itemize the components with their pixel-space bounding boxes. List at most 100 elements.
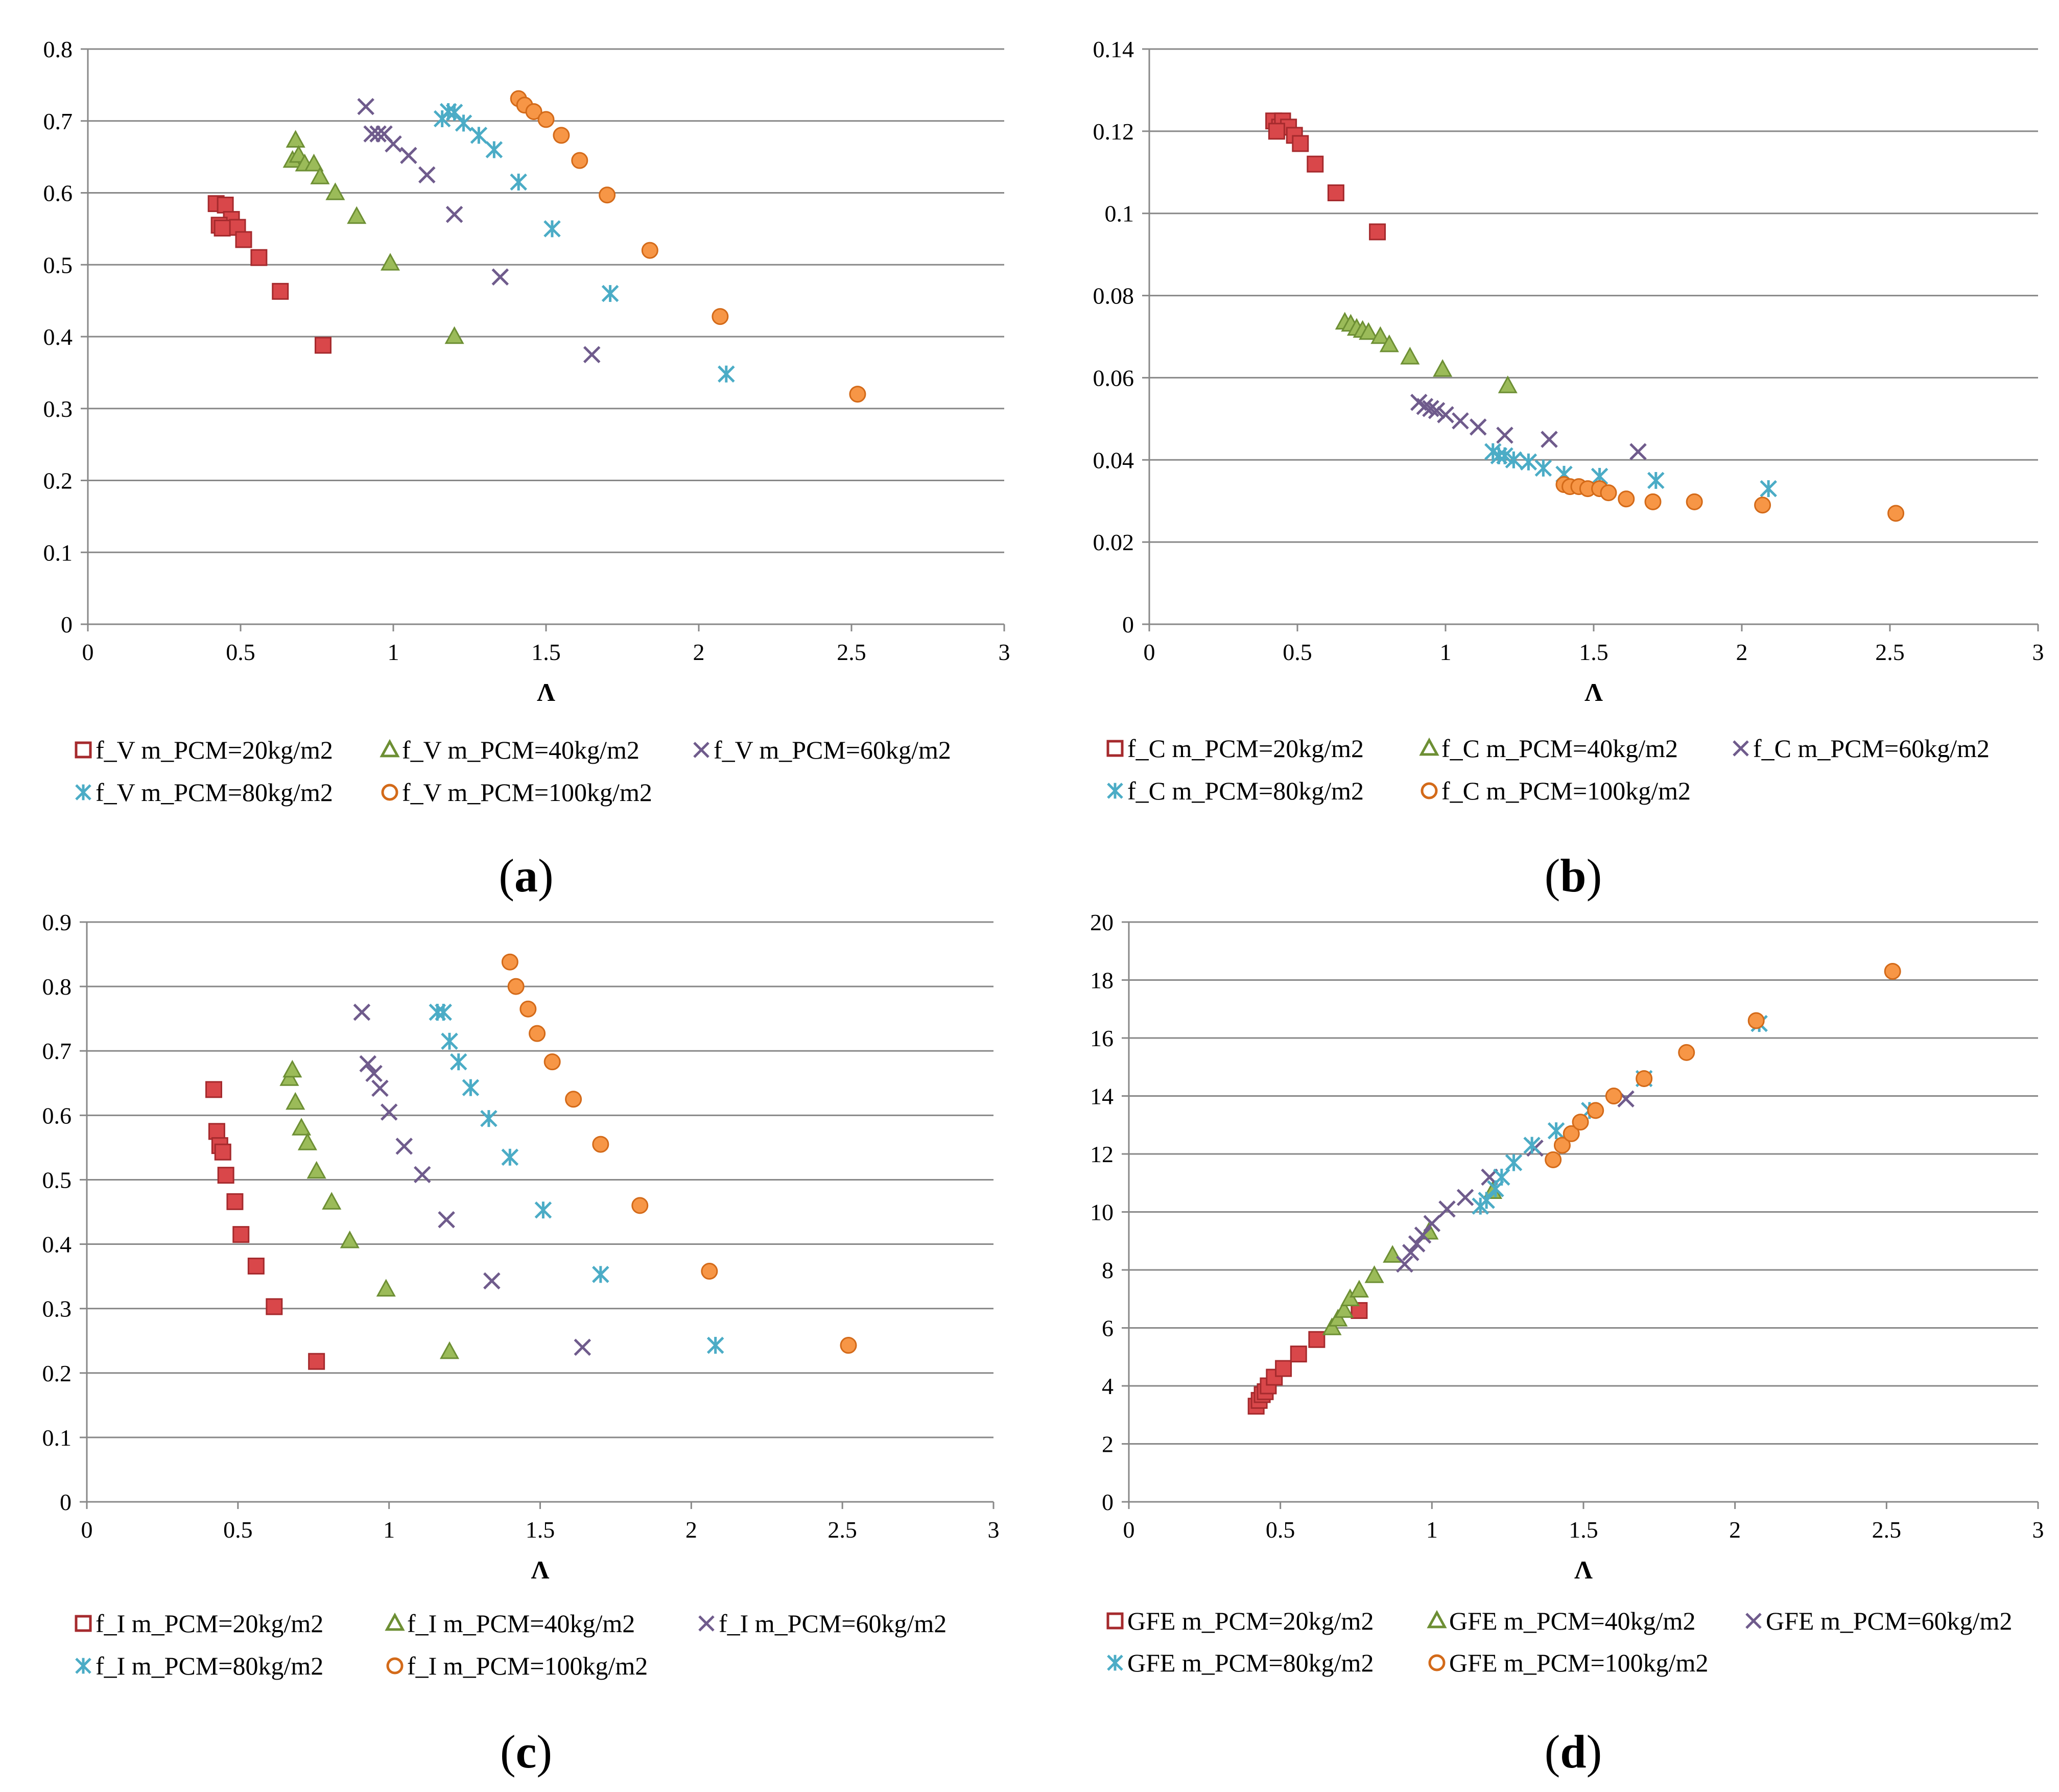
ytick-label-d-2: 4 <box>1102 1373 1114 1399</box>
chart-panel-b: 0 0.02 0.04 0.06 0.08 0.1 0.12 0.14 0 0.5 1 1.5 2 2.5… <box>1093 36 2044 902</box>
data-point-a-3-3 <box>455 114 472 132</box>
ytick-label-d-7: 14 <box>1090 1083 1114 1110</box>
data-point-c-2-0 <box>353 1003 371 1021</box>
data-point-a-2-7 <box>445 205 463 223</box>
legend-marker-b-0 <box>1106 740 1124 757</box>
ytick-label-b-5: 0.1 <box>1105 201 1134 227</box>
panel-label-open-c: ( <box>500 1726 516 1778</box>
data-point-b-3-9 <box>1760 480 1777 498</box>
xtick-label-b-1: 0.5 <box>1283 639 1312 665</box>
legend-label-a-4: f_V m_PCM=100kg/m2 <box>402 778 652 807</box>
legend-marker-d-3 <box>1107 1655 1123 1671</box>
legend-marker-a-4 <box>381 784 398 801</box>
data-point-b-0-7 <box>1327 184 1344 201</box>
legend-item-b-1: f_C m_PCM=40kg/m2 <box>1419 734 1678 763</box>
data-point-b-1-6 <box>1379 334 1399 352</box>
legend-label-d-4: GFE m_PCM=100kg/m2 <box>1449 1648 1708 1677</box>
data-point-a-2-8 <box>491 268 509 286</box>
data-point-a-4-8 <box>712 308 729 325</box>
legend-marker-d-0 <box>1106 1612 1124 1630</box>
data-point-c-2-6 <box>413 1166 431 1184</box>
data-point-a-2-1 <box>363 125 381 143</box>
data-point-d-2-4 <box>1423 1215 1441 1232</box>
panel-label-open-a: ( <box>499 850 514 902</box>
ytick-label-a-3: 0.3 <box>43 396 73 422</box>
data-point-a-0-7 <box>314 337 332 354</box>
data-point-b-4-5 <box>1600 484 1617 502</box>
data-point-d-4-3 <box>1572 1114 1589 1131</box>
data-point-d-1-4 <box>1349 1280 1369 1298</box>
data-point-d-4-1 <box>1553 1137 1571 1154</box>
legend-item-c-0: f_I m_PCM=20kg/m2 <box>75 1609 323 1638</box>
data-point-b-4-8 <box>1686 493 1703 510</box>
ytick-label-b-6: 0.12 <box>1093 119 1134 145</box>
legend-item-b-4: f_C m_PCM=100kg/m2 <box>1421 776 1691 805</box>
ytick-label-a-5: 0.5 <box>43 252 73 278</box>
legend-label-b-3: f_C m_PCM=80kg/m2 <box>1127 776 1364 805</box>
data-point-a-4-4 <box>553 127 570 144</box>
x-axis-label-b: Λ <box>1584 678 1603 706</box>
data-point-b-0-8 <box>1369 223 1386 241</box>
data-point-d-0-8 <box>1308 1331 1326 1348</box>
data-point-c-1-4 <box>297 1133 317 1150</box>
data-point-d-4-0 <box>1545 1151 1562 1168</box>
data-point-b-3-3 <box>1505 451 1523 469</box>
ytick-label-d-9: 18 <box>1090 968 1114 994</box>
data-point-b-2-8 <box>1541 431 1558 448</box>
data-point-d-4-7 <box>1678 1044 1695 1061</box>
data-point-d-4-5 <box>1605 1088 1622 1104</box>
legend-item-a-1: f_V m_PCM=40kg/m2 <box>380 736 640 764</box>
legend-item-c-4: f_I m_PCM=100kg/m2 <box>386 1652 648 1680</box>
data-point-b-2-2 <box>1422 399 1439 417</box>
series-a-3 <box>433 103 735 383</box>
data-point-a-4-7 <box>641 242 658 259</box>
legend-marker-c-3 <box>75 1658 91 1674</box>
data-point-a-1-6 <box>325 182 345 200</box>
data-point-c-1-1 <box>282 1059 302 1078</box>
legend-marker-b-3 <box>1107 783 1123 799</box>
legend-d: GFE m_PCM=20kg/m2 GFE m_PCM=40kg/m2 GFE m_… <box>1106 1607 2012 1677</box>
ytick-label-c-9: 0.9 <box>42 909 72 935</box>
data-point-a-2-2 <box>369 125 387 143</box>
data-point-b-2-6 <box>1470 418 1487 436</box>
data-point-b-1-5 <box>1370 326 1390 344</box>
data-point-b-3-4 <box>1520 453 1537 471</box>
ytick-label-a-1: 0.1 <box>43 539 73 565</box>
data-point-c-4-9 <box>840 1337 857 1354</box>
legend-marker-b-4 <box>1421 782 1438 799</box>
data-point-a-1-8 <box>380 253 400 271</box>
panel-label-a: (a) <box>499 850 553 902</box>
legend-item-d-4: GFE m_PCM=100kg/m2 <box>1428 1648 1708 1677</box>
data-point-d-3-3 <box>1493 1168 1510 1186</box>
xtick-label-d-2: 1 <box>1426 1517 1438 1543</box>
legend-marker-a-2 <box>693 742 709 758</box>
xtick-label-d-1: 0.5 <box>1266 1517 1295 1543</box>
data-point-d-2-1 <box>1402 1244 1419 1261</box>
data-point-a-3-5 <box>485 141 503 158</box>
data-point-d-1-1 <box>1328 1309 1348 1327</box>
legend-label-d-3: GFE m_PCM=80kg/m2 <box>1127 1648 1374 1677</box>
ytick-label-b-1: 0.02 <box>1093 529 1134 555</box>
data-point-c-0-8 <box>266 1298 283 1315</box>
legend-label-d-2: GFE m_PCM=60kg/m2 <box>1766 1607 2012 1635</box>
xtick-label-d-5: 2.5 <box>1872 1517 1902 1543</box>
data-point-b-3-2 <box>1496 447 1513 465</box>
legend-marker-b-2 <box>1733 740 1749 757</box>
series-d-0 <box>1247 1302 1368 1415</box>
ytick-label-c-0: 0 <box>60 1489 72 1515</box>
data-point-c-2-9 <box>574 1338 591 1356</box>
legend-item-d-0: GFE m_PCM=20kg/m2 <box>1106 1607 1374 1635</box>
data-point-c-4-3 <box>529 1025 546 1042</box>
data-point-c-3-8 <box>592 1266 609 1283</box>
xtick-label-b-4: 2 <box>1736 639 1748 665</box>
series-c-3 <box>429 1003 724 1354</box>
data-point-d-1-3 <box>1340 1288 1360 1306</box>
legend-label-a-1: f_V m_PCM=40kg/m2 <box>402 736 640 764</box>
panel-label-letter-b: b <box>1560 850 1586 902</box>
data-point-c-0-3 <box>214 1143 231 1161</box>
data-point-a-2-9 <box>583 346 601 363</box>
xtick-label-c-3: 1.5 <box>526 1517 555 1543</box>
legend-label-d-1: GFE m_PCM=40kg/m2 <box>1449 1607 1695 1635</box>
ytick-label-b-0: 0 <box>1122 611 1134 638</box>
